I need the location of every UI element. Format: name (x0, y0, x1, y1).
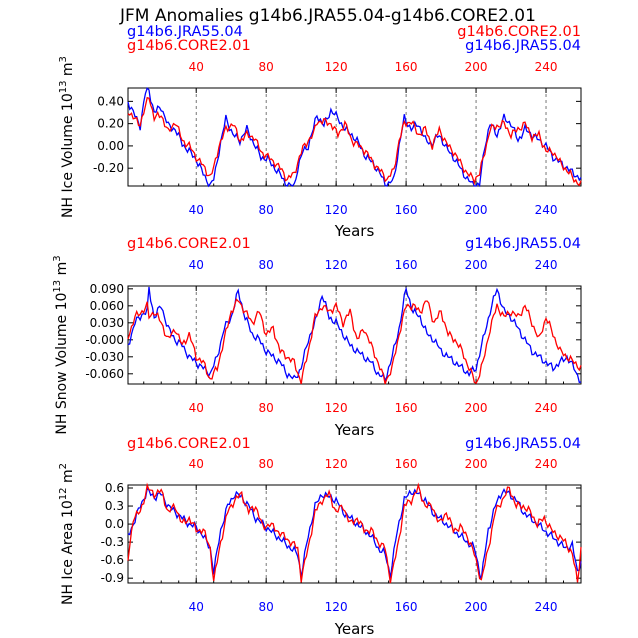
x-tick-label-bottom: 120 (325, 401, 348, 415)
x-tick-label-bottom: 40 (189, 203, 204, 217)
chart-panel-1: 40 80 120 160 200 240 40 80 120 160 200 240 0.40 0.20… (58, 24, 582, 240)
y-tick-label: -0.000 (85, 333, 124, 347)
y-tick-label: 0.090 (90, 282, 124, 296)
x-tick-label-bottom: 40 (189, 401, 204, 415)
x-tick-label-bottom: 240 (535, 401, 558, 415)
y-tick-label: 0.3 (105, 499, 124, 513)
y-tick-label: -0.3 (101, 535, 124, 549)
y-tick-label: -0.9 (101, 571, 124, 585)
y-axis-label: NH Ice Area 1012 m2 (58, 463, 76, 605)
x-tick-label-bottom: 200 (465, 600, 488, 614)
series-line-jra (127, 487, 582, 580)
plot-frame (127, 87, 582, 187)
y-tick-label: -0.6 (101, 553, 124, 567)
x-tick-label-top: 240 (535, 60, 558, 74)
x-tick-label-top: 240 (535, 457, 558, 471)
x-tick-label-bottom: 200 (465, 203, 488, 217)
y-tick-label: -0.060 (85, 367, 124, 381)
chart-panel-2: 40 80 120 160 200 240 40 80 120 160 200 240 0.090 0.0… (52, 236, 582, 439)
y-tick-label: 0.6 (105, 481, 124, 495)
legend-right-core: g14b6.CORE2.01 (457, 24, 581, 40)
legend-right-jra: g14b6.JRA55.04 (465, 38, 581, 54)
x-tick-label-top: 160 (395, 60, 418, 74)
x-tick-label-top: 200 (465, 258, 488, 272)
plot-frame (127, 484, 582, 584)
x-tick-label-bottom: 120 (325, 600, 348, 614)
x-tick-label-bottom: 240 (535, 203, 558, 217)
x-tick-label-bottom: 80 (259, 600, 274, 614)
x-tick-label-top: 200 (465, 60, 488, 74)
x-tick-label-bottom: 80 (259, 203, 274, 217)
figure-title: JFM Anomalies g14b6.JRA55.04-g14b6.CORE2… (120, 6, 536, 26)
x-tick-label-top: 240 (535, 258, 558, 272)
legend-right-jra: g14b6.JRA55.04 (465, 436, 581, 452)
series-line-jra (127, 87, 582, 188)
series-line-core (127, 482, 582, 584)
x-tick-label-top: 80 (259, 258, 274, 272)
series-line-jra (127, 286, 582, 384)
chart-panel-3: 40 80 120 160 200 240 40 80 120 160 200 240 0.6 0.3 0.… (58, 436, 582, 638)
x-axis-label: Years (334, 222, 375, 240)
series-line-core (127, 298, 582, 385)
y-tick-label: -0.20 (93, 161, 124, 175)
x-axis-label: Years (334, 421, 375, 439)
x-tick-label-top: 160 (395, 457, 418, 471)
x-tick-label-top: 80 (259, 457, 274, 471)
legend-right-jra: g14b6.JRA55.04 (465, 236, 581, 252)
x-tick-label-top: 200 (465, 457, 488, 471)
x-tick-label-top: 80 (259, 60, 274, 74)
x-tick-label-top: 40 (189, 258, 204, 272)
x-tick-label-bottom: 120 (325, 203, 348, 217)
y-axis-label: NH Snow Volume 1013 m3 (52, 255, 70, 434)
x-tick-label-top: 120 (325, 60, 348, 74)
y-tick-label: 0.0 (105, 517, 124, 531)
x-tick-label-bottom: 80 (259, 401, 274, 415)
x-tick-label-top: 120 (325, 258, 348, 272)
y-tick-label: -0.030 (85, 350, 124, 364)
y-tick-label: 0.40 (97, 94, 124, 108)
y-tick-label: 0.030 (90, 316, 124, 330)
legend-left-core: g14b6.CORE2.01 (127, 38, 251, 54)
x-tick-label-top: 120 (325, 457, 348, 471)
x-tick-label-top: 40 (189, 60, 204, 74)
legend-left-jra: g14b6.JRA55.04 (127, 24, 243, 40)
x-tick-label-bottom: 160 (395, 401, 418, 415)
y-tick-label: 0.00 (97, 139, 124, 153)
legend-left-core: g14b6.CORE2.01 (127, 236, 251, 252)
x-tick-label-bottom: 160 (395, 600, 418, 614)
series-line-core (127, 96, 582, 187)
x-tick-label-bottom: 160 (395, 203, 418, 217)
x-tick-label-top: 40 (189, 457, 204, 471)
legend-left-core: g14b6.CORE2.01 (127, 436, 251, 452)
y-axis-label: NH Ice Volume 1013 m3 (58, 56, 76, 218)
x-tick-label-bottom: 200 (465, 401, 488, 415)
y-tick-label: 0.060 (90, 299, 124, 313)
x-axis-label: Years (334, 620, 375, 638)
x-tick-label-bottom: 240 (535, 600, 558, 614)
x-tick-label-bottom: 40 (189, 600, 204, 614)
y-tick-label: 0.20 (97, 117, 124, 131)
x-tick-label-top: 160 (395, 258, 418, 272)
